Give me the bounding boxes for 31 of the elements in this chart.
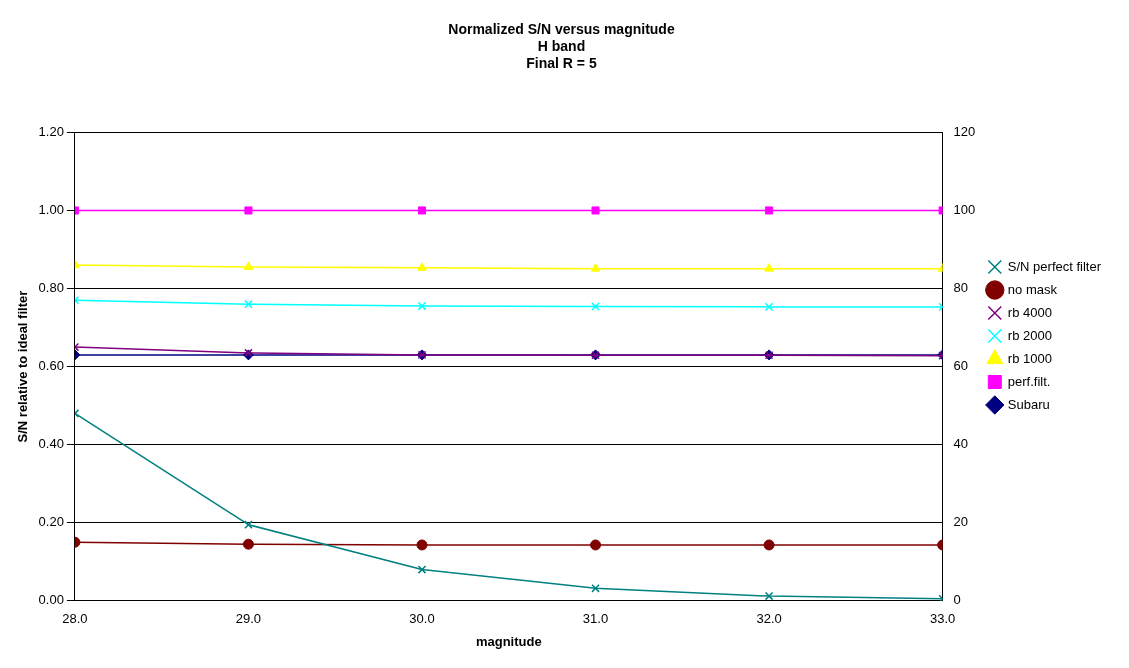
y-axis-title: S/N relative to ideal filter [15,290,31,443]
y-tick-label: 0.20 [38,514,64,530]
chart-title: Normalized S/N versus magnitude [448,21,675,38]
x-tick-label: 31.0 [582,611,609,627]
y-tick-label: 0.80 [38,280,64,296]
y-tick-label: 0.00 [38,592,64,608]
x-axis-title: magnitude [475,633,542,649]
x-tick-label: 28.0 [62,611,88,627]
y2-tick-label: 20 [953,514,969,530]
x-tick-label: 33.0 [929,611,956,627]
legend-label: perf.filt. [1007,373,1051,389]
y2-tick-label: 60 [953,358,969,374]
y2-tick-label: 80 [953,280,969,296]
y2-tick-label: 120 [953,123,976,139]
y2-tick-label: 0 [953,592,961,608]
legend-label: no mask [1007,281,1058,297]
x-tick-label: 29.0 [235,611,262,627]
y2-tick-label: 100 [953,202,976,218]
legend-label: rb 2000 [1007,327,1052,343]
legend-label: Subaru [1007,396,1050,412]
y2-tick-label: 40 [953,436,969,452]
legend-label: rb 4000 [1007,304,1052,320]
legend-label: rb 1000 [1007,350,1052,366]
legend-label: S/N perfect filter [1007,258,1102,274]
x-tick-label: 32.0 [756,611,782,627]
x-tick-label: 30.0 [409,611,435,627]
y-tick-label: 1.00 [38,202,64,218]
y-tick-label: 0.40 [38,436,64,452]
y-tick-label: 1.20 [38,123,64,139]
y-tick-label: 0.60 [38,358,64,374]
chart-subtitle: H band Final R = 5 [526,38,597,71]
